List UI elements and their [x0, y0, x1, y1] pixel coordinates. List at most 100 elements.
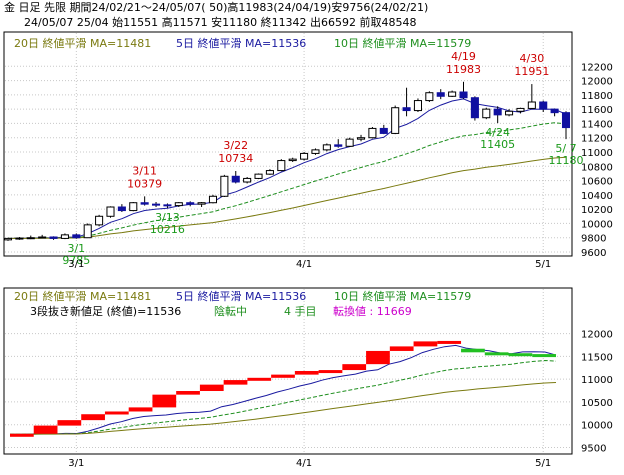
- top-x-axis: 3/1 4/1 5/1: [68, 259, 551, 270]
- bottom-y-tick-label: 11000: [581, 375, 613, 386]
- annotation-high-value: 10379: [127, 177, 162, 190]
- candle-body: [15, 237, 24, 240]
- candle-body: [413, 100, 422, 112]
- break-brick: [128, 407, 153, 412]
- candle-body: [539, 101, 548, 110]
- candle-body: [163, 204, 172, 207]
- candle-body: [129, 202, 138, 212]
- candle-body: [482, 108, 491, 119]
- bottom-y-tick-label: 10000: [581, 421, 613, 432]
- candle-body: [322, 144, 331, 151]
- candle-body: [505, 110, 514, 116]
- candle-body: [493, 108, 502, 116]
- break-brick: [33, 425, 58, 434]
- annotation-high-value: 10734: [218, 152, 253, 165]
- candle-body: [561, 112, 571, 129]
- candle-body: [516, 107, 525, 112]
- bottom-legend-ma10: 10日 終値平滑 MA=11579: [334, 289, 471, 303]
- break-brick: [366, 350, 390, 365]
- candle-body: [49, 236, 58, 239]
- bottom-panel-frame: [3, 287, 573, 455]
- bottom-moving-averages: [10, 344, 557, 435]
- bottom-info-count: 4 手目: [284, 304, 317, 318]
- break-brick: [461, 348, 485, 353]
- candle-body: [550, 108, 559, 114]
- break-brick: [532, 354, 556, 358]
- bottom-y-tick-label: 12000: [581, 330, 613, 341]
- top-legend-ma10: 10日 終値平滑 MA=11579: [334, 36, 471, 50]
- top-y-tick-label: 9600: [581, 248, 606, 259]
- candle-body: [197, 202, 206, 205]
- top-y-tick-label: 10600: [581, 177, 613, 188]
- candle-body: [231, 175, 240, 183]
- break-brick: [176, 391, 200, 395]
- top-y-tick-label: 9800: [581, 234, 606, 245]
- annotation-low-date: 3/1: [67, 242, 85, 255]
- top-y-tick-label: 10200: [581, 205, 613, 216]
- break-brick: [484, 352, 509, 356]
- three-line-break-bricks: [10, 340, 556, 437]
- candle-body: [117, 206, 126, 212]
- bottom-info-prefix: 3段抜き新値足 (終値)=11536: [30, 304, 181, 318]
- bottom-ma-line: [10, 359, 557, 435]
- break-brick: [294, 370, 319, 375]
- candle-body: [254, 173, 263, 179]
- candle-body: [174, 202, 183, 207]
- break-brick: [247, 377, 272, 381]
- header-quote: 24/05/07 25/04 始11551 高11571 安11180 終113…: [24, 16, 417, 29]
- annotation-low-value: 10216: [150, 223, 185, 236]
- candle-body: [95, 215, 104, 226]
- candle-body: [527, 101, 536, 109]
- top-y-tick-label: 10400: [581, 191, 613, 202]
- candle-body: [60, 234, 69, 239]
- candle-body: [288, 158, 297, 162]
- top-ma-line: [8, 156, 567, 239]
- top-x-tick-label: 4/1: [296, 259, 312, 270]
- candle-body: [379, 127, 388, 134]
- annotation-high-date: 3/11: [132, 164, 157, 177]
- top-y-tick-label: 12200: [581, 62, 613, 73]
- break-brick: [437, 340, 462, 344]
- header-title: 金 日足 先限 期間24/02/21～24/05/07( 50)高11983(2…: [4, 1, 429, 14]
- break-brick: [318, 370, 343, 374]
- annotation-high-date: 3/22: [223, 139, 248, 152]
- candle-body: [3, 237, 13, 241]
- break-brick: [342, 364, 367, 371]
- bottom-y-tick-label: 10500: [581, 398, 613, 409]
- candle-body: [368, 127, 377, 139]
- candle-body: [186, 202, 195, 205]
- candle-body: [311, 149, 320, 154]
- break-brick: [152, 394, 177, 408]
- candle-body: [436, 92, 445, 97]
- top-legend-ma5: 5日 終値平滑 MA=11536: [176, 36, 306, 50]
- bottom-y-tick-label: 9500: [581, 443, 606, 454]
- bottom-y-axis: 9500 10000 10500 11000 11500 12000: [581, 330, 613, 455]
- top-y-tick-label: 10800: [581, 162, 613, 173]
- candle-body: [300, 152, 309, 160]
- break-brick: [199, 384, 224, 392]
- top-legend-ma20: 20日 終値平滑 MA=11481: [14, 36, 151, 50]
- candle-body: [243, 177, 252, 183]
- candle-body: [425, 92, 434, 102]
- candle-body: [140, 202, 149, 205]
- candle-body: [106, 206, 115, 217]
- candle-body: [208, 195, 218, 204]
- annotation-low-date: 5/ 7: [555, 142, 576, 155]
- break-brick: [57, 420, 82, 426]
- candle-body: [220, 175, 229, 197]
- break-brick: [508, 353, 533, 357]
- candle-body: [470, 97, 479, 119]
- break-brick: [104, 411, 129, 415]
- candle-body: [356, 137, 366, 140]
- candle-body: [334, 144, 343, 147]
- candle-body: [265, 170, 274, 175]
- top-y-tick-label: 11400: [581, 119, 613, 130]
- candle-body: [459, 91, 468, 99]
- candle-body: [402, 107, 411, 112]
- annotation-low-date: 4/24: [485, 126, 510, 139]
- annotation-high-value: 11983: [446, 63, 481, 76]
- bottom-y-tick-label: 11500: [581, 352, 613, 363]
- break-brick: [81, 414, 105, 421]
- candle-body: [345, 138, 354, 147]
